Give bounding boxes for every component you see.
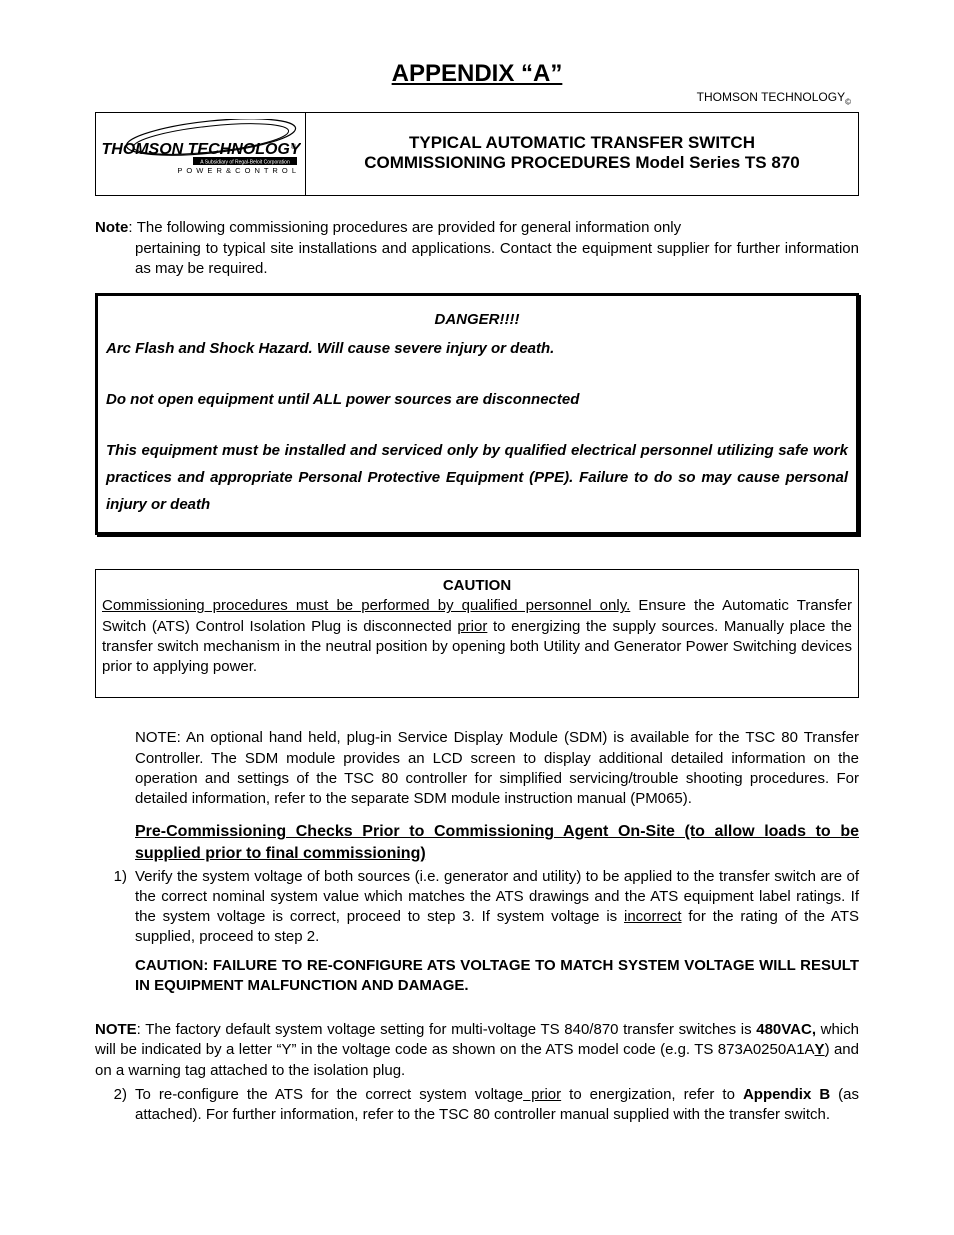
logo-cell: THOMSON TECHNOLOGY ® A Subsidiary of Reg… bbox=[96, 113, 306, 195]
note2-label: NOTE bbox=[95, 1021, 137, 1038]
sdm-note: NOTE: An optional hand held, plug-in Ser… bbox=[95, 728, 859, 809]
caution-prior: prior bbox=[457, 618, 487, 635]
step-2-text: To re-configure the ATS for the correct … bbox=[135, 1085, 859, 1126]
header-brand-text: THOMSON TECHNOLOGY bbox=[697, 90, 845, 104]
step-1-number: 1) bbox=[95, 867, 135, 948]
intro-note-colon: : bbox=[128, 219, 136, 236]
copyright-icon: © bbox=[845, 97, 851, 106]
step2-b: to energization, refer to bbox=[561, 1086, 743, 1103]
note2-voltage: 480VAC, bbox=[756, 1021, 816, 1038]
doc-title-line2: COMMISSIONING PROCEDURES Model Series TS… bbox=[316, 153, 848, 173]
caution-reconfigure: CAUTION: FAILURE TO RE-CONFIGURE ATS VOL… bbox=[95, 956, 859, 997]
logo-brand-text: THOMSON TECHNOLOGY bbox=[101, 141, 301, 158]
intro-note-label: Note bbox=[95, 219, 128, 236]
note2-Y: Y bbox=[815, 1041, 825, 1058]
danger-line3: This equipment must be installed and ser… bbox=[106, 437, 848, 518]
pre-commissioning-heading: Pre-Commissioning Checks Prior to Commis… bbox=[95, 821, 859, 864]
danger-line1: Arc Flash and Shock Hazard. Will cause s… bbox=[106, 335, 848, 362]
doc-title-line1: TYPICAL AUTOMATIC TRANSFER SWITCH bbox=[316, 133, 848, 153]
step-1-text: Verify the system voltage of both source… bbox=[135, 867, 859, 948]
header-brand-line: THOMSON TECHNOLOGY© bbox=[95, 90, 859, 106]
caution-title: CAUTION bbox=[102, 576, 852, 596]
step-1: 1) Verify the system voltage of both sou… bbox=[95, 867, 859, 948]
document-page: APPENDIX “A” THOMSON TECHNOLOGY© THOMSON… bbox=[0, 0, 954, 1235]
step-2: 2) To re-configure the ATS for the corre… bbox=[95, 1085, 859, 1126]
note2-a: : The factory default system voltage set… bbox=[137, 1021, 757, 1038]
caution-box: CAUTION Commissioning procedures must be… bbox=[95, 569, 859, 698]
logo-reg-mark: ® bbox=[290, 143, 296, 151]
caution-sentence1: Commissioning procedures must be perform… bbox=[102, 597, 630, 614]
step2-a: To re-configure the ATS for the correct … bbox=[135, 1086, 523, 1103]
intro-note: Note: The following commissioning proced… bbox=[95, 218, 859, 279]
appendix-title: APPENDIX “A” bbox=[95, 60, 859, 88]
step1-incorrect: incorrect bbox=[624, 908, 682, 925]
step2-appendix: Appendix B bbox=[743, 1086, 830, 1103]
danger-warning-box: DANGER!!!! Arc Flash and Shock Hazard. W… bbox=[95, 293, 859, 535]
header-box: THOMSON TECHNOLOGY ® A Subsidiary of Reg… bbox=[95, 112, 859, 196]
caution2-label: CAUTION bbox=[135, 957, 203, 974]
logo-tagline: P O W E R & C O N T R O L bbox=[177, 166, 297, 175]
factory-default-note: NOTE: The factory default system voltage… bbox=[95, 1020, 859, 1081]
step-2-number: 2) bbox=[95, 1085, 135, 1126]
step2-prior: prior bbox=[523, 1086, 561, 1103]
danger-title: DANGER!!!! bbox=[106, 306, 848, 333]
caution2-rest: : FAILURE TO RE-CONFIGURE ATS VOLTAGE TO… bbox=[135, 957, 859, 994]
logo-sub-label: A Subsidiary of Regal-Beloit Corporation bbox=[200, 160, 290, 166]
document-title: TYPICAL AUTOMATIC TRANSFER SWITCH COMMIS… bbox=[306, 113, 858, 195]
thomson-technology-logo-icon: THOMSON TECHNOLOGY ® A Subsidiary of Reg… bbox=[101, 119, 301, 189]
danger-line2: Do not open equipment until ALL power so… bbox=[106, 386, 848, 413]
